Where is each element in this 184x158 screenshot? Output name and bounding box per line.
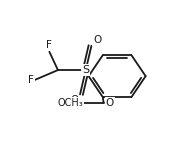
Text: O: O: [70, 95, 78, 105]
Text: OCH₃: OCH₃: [57, 98, 83, 108]
Text: F: F: [46, 40, 52, 50]
Text: O: O: [106, 98, 114, 108]
Text: O: O: [93, 35, 101, 45]
Text: S: S: [82, 65, 89, 75]
Text: F: F: [28, 75, 34, 85]
